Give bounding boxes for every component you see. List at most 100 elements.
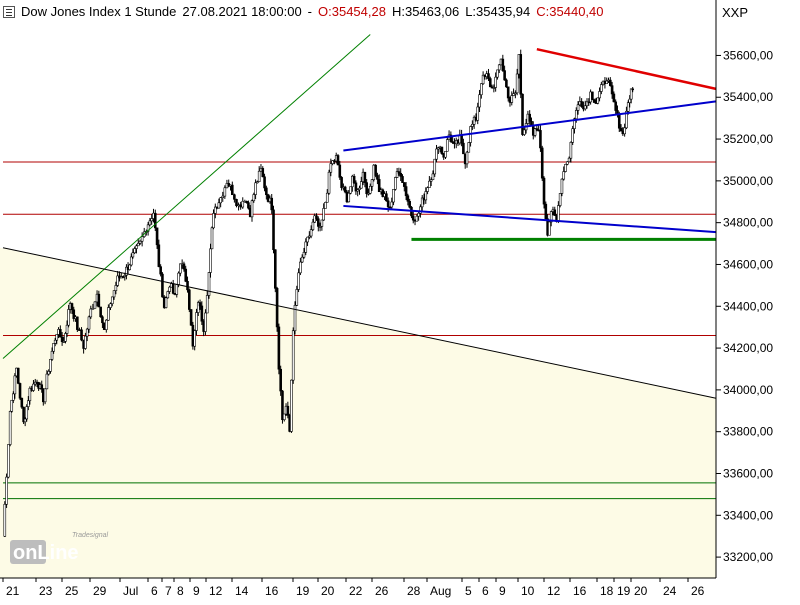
- candle-body: [277, 326, 281, 370]
- chart-title-bar: Dow Jones Index 1 Stunde 27.08.2021 18:0…: [3, 3, 604, 21]
- candle-body: [121, 276, 125, 278]
- candle-body: [171, 283, 175, 294]
- candle-body: [404, 186, 408, 197]
- open-value: O:35454,28: [318, 4, 386, 19]
- candle-body: [503, 70, 506, 81]
- candle-body: [212, 213, 215, 229]
- candle-body: [32, 383, 35, 391]
- candle-body: [569, 142, 573, 159]
- candle-body: [347, 192, 351, 203]
- candle-body: [580, 101, 583, 107]
- candle-body: [512, 93, 515, 96]
- candle-body: [557, 205, 560, 222]
- candle-body: [295, 289, 299, 306]
- candle-body: [324, 202, 327, 209]
- candle-body: [428, 180, 431, 188]
- candle-body: [55, 334, 59, 341]
- candle-body: [112, 290, 116, 298]
- y-tick-label: 34200,00: [723, 341, 773, 355]
- y-tick-label: 35200,00: [723, 132, 773, 146]
- symbol-label: XXP: [722, 5, 749, 20]
- candle-body: [515, 73, 519, 94]
- candle-body: [368, 185, 372, 194]
- candle-body: [5, 476, 8, 505]
- candle-body: [177, 272, 180, 285]
- candle-body: [210, 227, 214, 250]
- x-tick-label: 9: [193, 584, 200, 598]
- candle-body: [514, 92, 517, 95]
- candle-body: [245, 200, 248, 203]
- candle-body: [10, 399, 14, 412]
- candle-body: [374, 164, 377, 176]
- candle-body: [274, 249, 277, 289]
- candle-body: [159, 266, 162, 275]
- candle-body: [67, 309, 70, 326]
- candle-body: [510, 95, 514, 103]
- candle-body: [610, 85, 614, 95]
- candle-body: [433, 158, 437, 175]
- y-tick-label: 34800,00: [723, 216, 773, 230]
- candle-body: [60, 336, 64, 343]
- x-tick-label: 10: [521, 584, 535, 598]
- candle-body: [431, 173, 435, 180]
- candle-body: [488, 78, 492, 88]
- candle-body: [247, 202, 250, 209]
- candle-body: [282, 413, 286, 421]
- candle-body: [13, 375, 17, 395]
- candle-body: [349, 186, 352, 194]
- candle-body: [399, 172, 403, 177]
- candle-body: [89, 308, 93, 318]
- candle-body: [65, 324, 69, 334]
- candle-body: [91, 308, 95, 310]
- candle-body: [135, 245, 138, 249]
- candle-body: [252, 194, 256, 202]
- bar-datetime: 27.08.2021 18:00:00: [182, 4, 302, 19]
- candle-body: [263, 176, 266, 189]
- candle-body: [370, 179, 374, 187]
- candle-body: [148, 220, 152, 226]
- candle-body: [376, 175, 379, 180]
- candle-body: [505, 79, 508, 88]
- candle-body: [279, 368, 282, 392]
- candle-body: [533, 128, 537, 136]
- candle-body: [8, 411, 12, 445]
- y-tick-label: 33800,00: [723, 425, 773, 439]
- candle-body: [43, 388, 47, 403]
- logo-top-text: Tradesignal: [72, 532, 109, 539]
- candle-body: [481, 74, 485, 85]
- candle-body: [213, 206, 217, 214]
- candle-body: [164, 297, 168, 308]
- candle-body: [157, 244, 161, 267]
- candle-body: [528, 113, 531, 122]
- candle-body: [153, 212, 157, 229]
- candle-body: [424, 191, 428, 201]
- candle-body: [53, 339, 57, 344]
- candle-body: [567, 157, 571, 163]
- candle-body: [101, 316, 104, 324]
- candle-body: [352, 175, 356, 184]
- chart-menu-icon[interactable]: [3, 6, 15, 18]
- x-tick-label: 19: [296, 584, 310, 598]
- candle-body: [592, 99, 596, 103]
- x-tick-label: 21: [6, 584, 20, 598]
- candle-body: [363, 171, 367, 183]
- candle-body: [256, 181, 259, 184]
- candle-body: [133, 248, 136, 254]
- candle-body: [155, 227, 159, 246]
- candle-body: [28, 387, 32, 402]
- logo-main-text: onLine: [13, 542, 79, 564]
- x-tick-label: 26: [691, 584, 705, 598]
- line-red-upper: [536, 47, 717, 91]
- candle-body: [402, 182, 406, 187]
- x-tick-label: 6: [151, 584, 158, 598]
- candle-body: [85, 328, 89, 337]
- candle-body: [316, 218, 320, 227]
- candle-body: [390, 201, 394, 208]
- candle-body: [494, 76, 497, 88]
- candle-body: [496, 69, 499, 78]
- candle-body: [168, 286, 171, 292]
- y-tick-label: 35600,00: [723, 48, 773, 62]
- x-tick-label: 8: [177, 584, 184, 598]
- candle-body: [306, 236, 309, 243]
